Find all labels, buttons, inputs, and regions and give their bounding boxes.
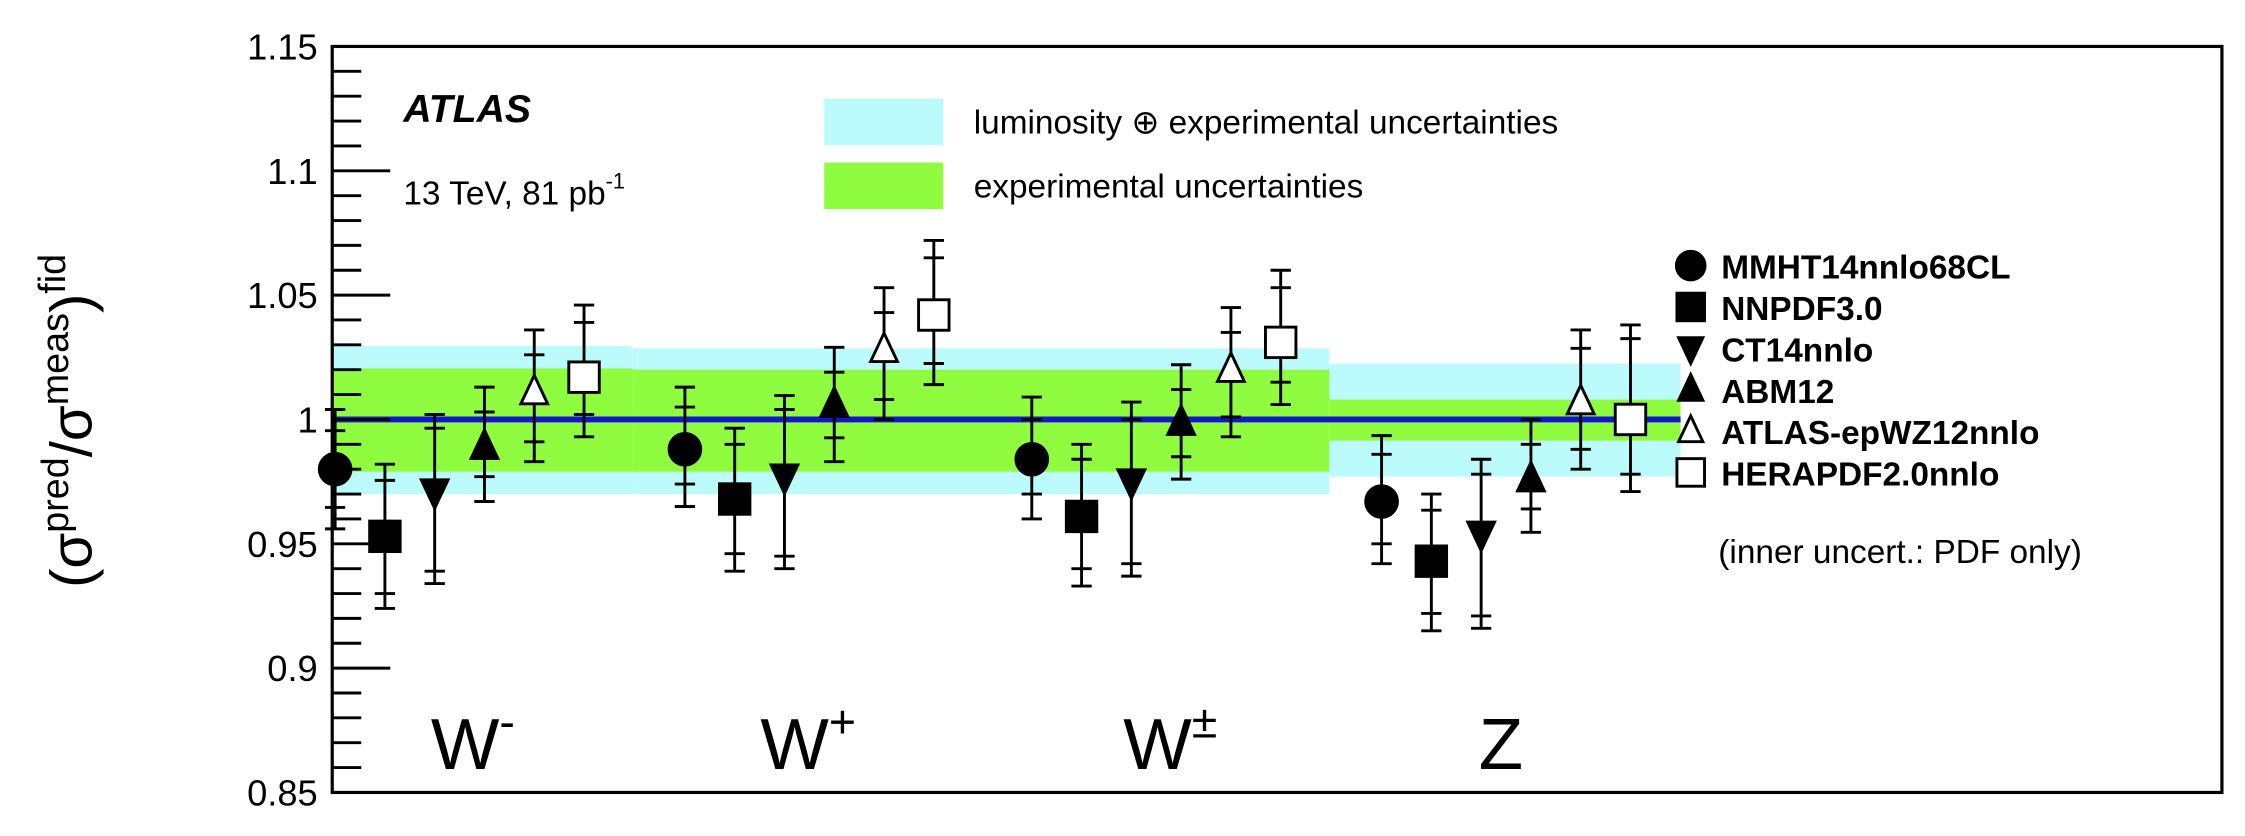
category-label: Z — [1479, 704, 1523, 785]
marker-triangle-up — [1215, 349, 1247, 383]
marker-triangle-down — [1465, 520, 1497, 555]
marker-square — [717, 482, 752, 516]
data-point-ATLAS-epWZ12nnlo — [518, 328, 550, 464]
marker-triangle-up — [1565, 381, 1597, 416]
data-point-NNPDF3.0 — [1064, 442, 1099, 588]
marker-circle — [1014, 441, 1050, 477]
marker-triangle-up — [1515, 458, 1547, 493]
marker-triangle-up — [1165, 402, 1197, 436]
y-tick-label: 0.9 — [267, 648, 317, 689]
y-axis: 0.85 0.9 0.95 1 1.05 1.1 1.15 — [247, 27, 391, 814]
data-point-ATLAS-epWZ12nnlo — [868, 286, 900, 421]
marker-square — [1064, 499, 1099, 534]
legend-marker-triangle-up — [1676, 412, 1706, 444]
legend-label-lumi-exp: luminosity ⊕ experimental uncertainties — [974, 105, 1558, 142]
legend-swatch-exp — [824, 162, 944, 209]
marker-triangle-up — [468, 426, 501, 460]
category-label: W- — [431, 695, 515, 785]
data-point-HERAPDF2.0nnlo — [1264, 268, 1298, 406]
marker-square — [1264, 325, 1298, 360]
marker-square — [917, 298, 951, 332]
marker-triangle-down — [1115, 468, 1148, 502]
series-legend: MMHT14nnlo68CL NNPDF3.0 CT14nnlo ABM12 ATLAS… — [1674, 249, 2039, 493]
legend-label: ABM12 — [1721, 374, 1834, 411]
data-point-CT14nnlo — [418, 413, 451, 586]
marker-triangle-down — [418, 478, 451, 512]
data-point-ABM12 — [468, 385, 501, 503]
legend-marker-triangle-up — [1676, 371, 1706, 402]
data-point-CT14nnlo — [1115, 400, 1148, 578]
marker-triangle-up — [518, 371, 550, 406]
data-point-HERAPDF2.0nnlo — [1613, 323, 1648, 494]
data-point-CT14nnlo — [768, 394, 801, 571]
y-tick-label: 1.05 — [247, 275, 318, 316]
marker-triangle-up — [868, 329, 900, 364]
y-tick-label: 0.95 — [247, 524, 318, 565]
y-axis-label: (σpred/σmeas)fid — [31, 254, 104, 588]
data-point-MMHT14nnlo68CL — [1014, 395, 1050, 521]
atlas-label: ATLAS — [402, 88, 531, 131]
data-point-ABM12 — [1515, 418, 1547, 534]
marker-circle — [667, 431, 703, 467]
energy-label: 13 TeV, 81 pb-1 — [403, 169, 625, 213]
data-point-HERAPDF2.0nnlo — [567, 303, 601, 439]
data-point-ABM12 — [818, 345, 850, 464]
category-label: W± — [1123, 695, 1217, 785]
data-point-MMHT14nnlo68CL — [1364, 434, 1399, 566]
marker-triangle-down — [768, 463, 801, 497]
legend-marker-circle — [1674, 249, 1707, 282]
marker-square — [567, 360, 601, 394]
y-tick-label: 1.15 — [247, 27, 318, 68]
data-point-HERAPDF2.0nnlo — [917, 238, 951, 387]
marker-square — [368, 519, 402, 554]
y-tick-label: 1.1 — [267, 151, 317, 192]
legend-label: HERAPDF2.0nnlo — [1721, 456, 1999, 493]
legend-label: ATLAS-epWZ12nnlo — [1721, 415, 2039, 452]
marker-circle — [1364, 484, 1399, 519]
marker-square — [1414, 544, 1449, 578]
data-point-CT14nnlo — [1465, 457, 1497, 630]
legend-note: (inner uncert.: PDF only) — [1718, 534, 2082, 571]
category-label: W+ — [760, 695, 856, 785]
legend-swatch-lumi-exp — [824, 98, 944, 146]
y-tick-label: 1 — [298, 400, 318, 441]
data-point-NNPDF3.0 — [368, 462, 402, 610]
data-points — [317, 238, 1648, 633]
marker-triangle-up — [818, 384, 850, 418]
data-point-ATLAS-epWZ12nnlo — [1215, 306, 1247, 439]
data-point-ABM12 — [1165, 363, 1197, 481]
legend-marker-square — [1675, 457, 1706, 488]
category-labels: W- W+ W± Z — [431, 695, 1523, 785]
data-point-ATLAS-epWZ12nnlo — [1565, 328, 1597, 471]
data-point-MMHT14nnlo68CL — [667, 385, 703, 508]
data-point-NNPDF3.0 — [717, 426, 752, 573]
y-tick-label: 0.85 — [247, 773, 318, 814]
legend-marker-square — [1675, 291, 1706, 323]
marker-square — [1613, 402, 1648, 437]
data-point-NNPDF3.0 — [1414, 492, 1449, 633]
legend-marker-triangle-down — [1676, 336, 1706, 367]
legend-label: MMHT14nnlo68CL — [1721, 250, 2010, 287]
legend-label-exp: experimental uncertainties — [974, 168, 1364, 205]
legend-label: NNPDF3.0 — [1721, 291, 1882, 328]
legend-label: CT14nnlo — [1721, 332, 1873, 369]
